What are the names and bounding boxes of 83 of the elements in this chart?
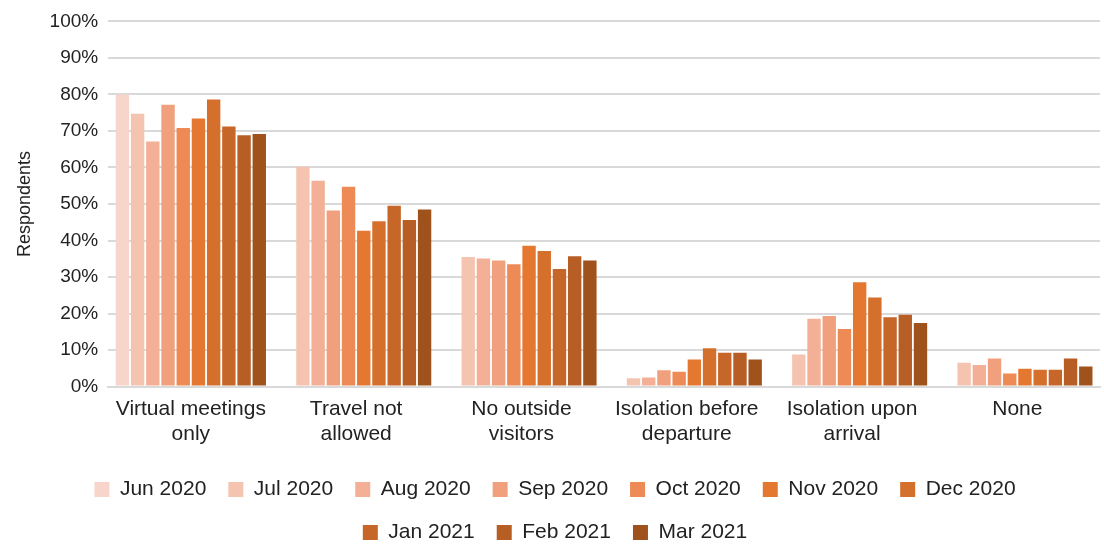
bar (748, 359, 762, 386)
bar (507, 264, 521, 386)
bar (807, 318, 821, 386)
bar (672, 371, 686, 386)
bar (657, 370, 671, 386)
bar (583, 260, 597, 386)
bar (1048, 369, 1063, 386)
bar (326, 210, 341, 386)
legend-label: Oct 2020 (655, 476, 741, 500)
bar (626, 378, 641, 386)
bar (341, 186, 356, 386)
bar (868, 297, 882, 386)
bar (191, 118, 206, 386)
x-tick-label: Isolation before departure (614, 396, 759, 445)
bar (537, 251, 551, 386)
bar (402, 220, 417, 386)
bar (296, 166, 310, 386)
y-tick-label: 40% (60, 228, 99, 250)
bar (822, 316, 836, 386)
y-tick-label: 80% (60, 82, 99, 104)
bar (161, 104, 175, 386)
bar (130, 113, 145, 386)
legend-label: Jan 2021 (388, 519, 475, 543)
bar (417, 209, 432, 386)
legend-label: Jul 2020 (253, 476, 334, 500)
bar (176, 128, 190, 386)
x-tick-label: No outside visitors (471, 396, 572, 445)
bar (146, 141, 160, 386)
bar (372, 221, 386, 386)
x-tick-label: Isolation upon arrival (786, 396, 918, 445)
bar (1063, 358, 1078, 386)
bar (206, 99, 221, 386)
bar (702, 348, 717, 386)
bar (522, 245, 536, 386)
bar (567, 256, 582, 386)
y-tick-label: 30% (60, 265, 99, 287)
bar (476, 258, 491, 386)
bar (115, 94, 130, 386)
bar (461, 256, 475, 386)
y-tick-label: 70% (60, 119, 99, 141)
bar (718, 352, 732, 386)
bar (852, 282, 867, 386)
bar (1003, 373, 1017, 386)
legend-label: Aug 2020 (380, 476, 471, 500)
bar (898, 314, 912, 386)
legend-label: Feb 2021 (522, 519, 611, 543)
bar (972, 365, 987, 386)
bar (252, 133, 266, 386)
y-tick-label: 10% (60, 338, 99, 360)
bar (1079, 366, 1093, 386)
bar (883, 317, 897, 386)
y-tick-label: 0% (70, 374, 99, 396)
bar (387, 205, 401, 386)
bar (837, 328, 852, 386)
y-tick-label: 90% (60, 46, 99, 68)
y-tick-label: 20% (60, 301, 99, 323)
legend-label: Nov 2020 (788, 476, 879, 500)
bar (733, 352, 747, 386)
bar (687, 359, 702, 386)
legend-label: Mar 2021 (658, 519, 748, 543)
bar (1033, 369, 1047, 386)
y-tick-label: 100% (49, 9, 99, 31)
x-tick-label: None (992, 396, 1043, 419)
bar (222, 126, 236, 386)
bar (1018, 368, 1032, 386)
bar (311, 180, 325, 386)
legend-label: Sep 2020 (518, 476, 609, 500)
x-tick-label: Travel not allowed (309, 396, 403, 445)
legend-label: Jun 2020 (119, 476, 207, 500)
bar (792, 354, 806, 386)
bar (237, 135, 251, 386)
bar (987, 358, 1002, 386)
y-tick-label: 50% (60, 192, 99, 214)
bar (957, 362, 971, 386)
bar (913, 323, 928, 386)
y-tick-label: 60% (60, 155, 99, 177)
bar (552, 269, 567, 386)
bar (642, 377, 656, 386)
y-axis-title: Respondents (13, 150, 34, 258)
bar (491, 260, 506, 386)
x-tick-label: Virtual meetings only (115, 396, 266, 445)
legend-label: Dec 2020 (925, 476, 1016, 500)
bar (357, 230, 371, 386)
